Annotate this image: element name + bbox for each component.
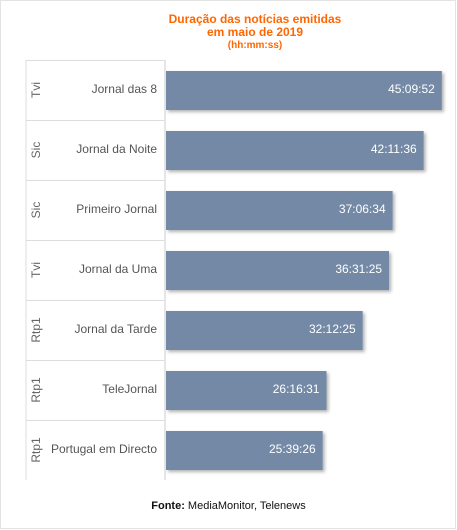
bar	[166, 371, 327, 410]
bar	[166, 311, 363, 350]
data-label: 37:06:34	[339, 202, 386, 216]
category-label: Jornal da Noite	[76, 142, 157, 156]
group-label: Sic	[29, 202, 43, 219]
bar-chart: Tvi Jornal das 8 45:09:52 Sic Jornal da Noit…	[25, 60, 442, 480]
data-label: 32:12:25	[309, 322, 356, 336]
group-label: Rtp1	[29, 437, 43, 463]
category-label: TeleJornal	[102, 382, 157, 396]
bar	[166, 191, 393, 230]
group-label: Rtp1	[29, 317, 43, 343]
category-label: Jornal da Uma	[79, 262, 157, 276]
group-label: Rtp1	[29, 377, 43, 403]
bar	[166, 431, 323, 470]
chart-title-line-3: (hh:mm:ss)	[227, 40, 283, 51]
category-label: Primeiro Jornal	[76, 202, 157, 216]
data-label: 36:31:25	[335, 262, 382, 276]
group-label: Sic	[29, 142, 43, 159]
source-note: Fonte: MediaMonitor, Telenews	[0, 500, 457, 512]
data-label: 25:39:26	[269, 442, 316, 456]
data-label: 26:16:31	[273, 382, 320, 396]
group-label: Tvi	[29, 262, 43, 278]
bar	[166, 251, 390, 290]
category-label: Jornal das 8	[92, 82, 158, 96]
category-label: Jornal da Tarde	[75, 322, 158, 336]
source-label: Fonte:	[151, 500, 185, 512]
category-label: Portugal em Directo	[51, 442, 157, 456]
chart-title-line-2: em maio de 2019	[206, 25, 304, 39]
bar	[166, 131, 424, 170]
chart-title-line-1: Duração das notícias emitidas	[168, 12, 342, 26]
bar	[166, 71, 442, 110]
group-label: Tvi	[29, 82, 43, 98]
source-text: MediaMonitor, Telenews	[184, 500, 306, 512]
data-label: 45:09:52	[388, 82, 435, 96]
data-label: 42:11:36	[371, 142, 417, 156]
